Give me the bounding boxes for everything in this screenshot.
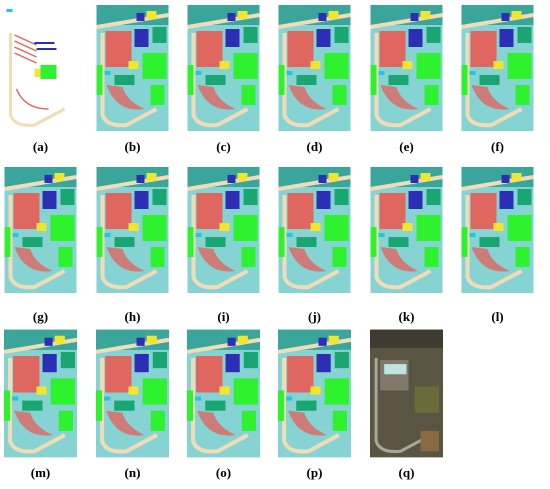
map-image — [370, 328, 443, 459]
map-image — [278, 330, 351, 458]
map-image — [462, 5, 534, 131]
panel-grid: (a) (b) (c) (d) (e) (f) (g) (h) (i) (j) (k) (l) (m) (… — [4, 5, 534, 480]
panel-label: (h) — [125, 309, 141, 324]
map-image — [4, 5, 77, 131]
panel-label: (f) — [491, 139, 504, 154]
map-image — [96, 330, 169, 458]
map-image — [279, 5, 351, 131]
panel-label: (l) — [491, 309, 503, 324]
map-image — [462, 167, 534, 293]
panel-label: (q) — [399, 465, 415, 480]
map-image — [371, 167, 443, 293]
panel-label: (c) — [216, 139, 230, 154]
map-image — [97, 167, 169, 293]
panel-label: (b) — [125, 139, 141, 154]
panel-label: (j) — [308, 309, 321, 324]
panel-label: (n) — [125, 465, 141, 480]
panel-label: (g) — [33, 309, 48, 324]
map-image — [4, 330, 77, 458]
panel-label: (e) — [399, 139, 413, 154]
map-image — [187, 330, 260, 458]
panel-label: (o) — [216, 465, 231, 480]
panel-label: (i) — [217, 309, 229, 324]
panel-label: (d) — [307, 139, 323, 154]
map-image — [188, 167, 260, 293]
panel-label: (m) — [31, 465, 51, 480]
map-image — [97, 5, 169, 131]
panel-label: (p) — [307, 465, 323, 480]
panel-label: (a) — [33, 139, 48, 154]
map-image — [5, 167, 77, 293]
map-image — [371, 5, 443, 131]
map-image — [188, 5, 260, 131]
map-image — [279, 167, 351, 293]
panel-label: (k) — [399, 309, 415, 324]
